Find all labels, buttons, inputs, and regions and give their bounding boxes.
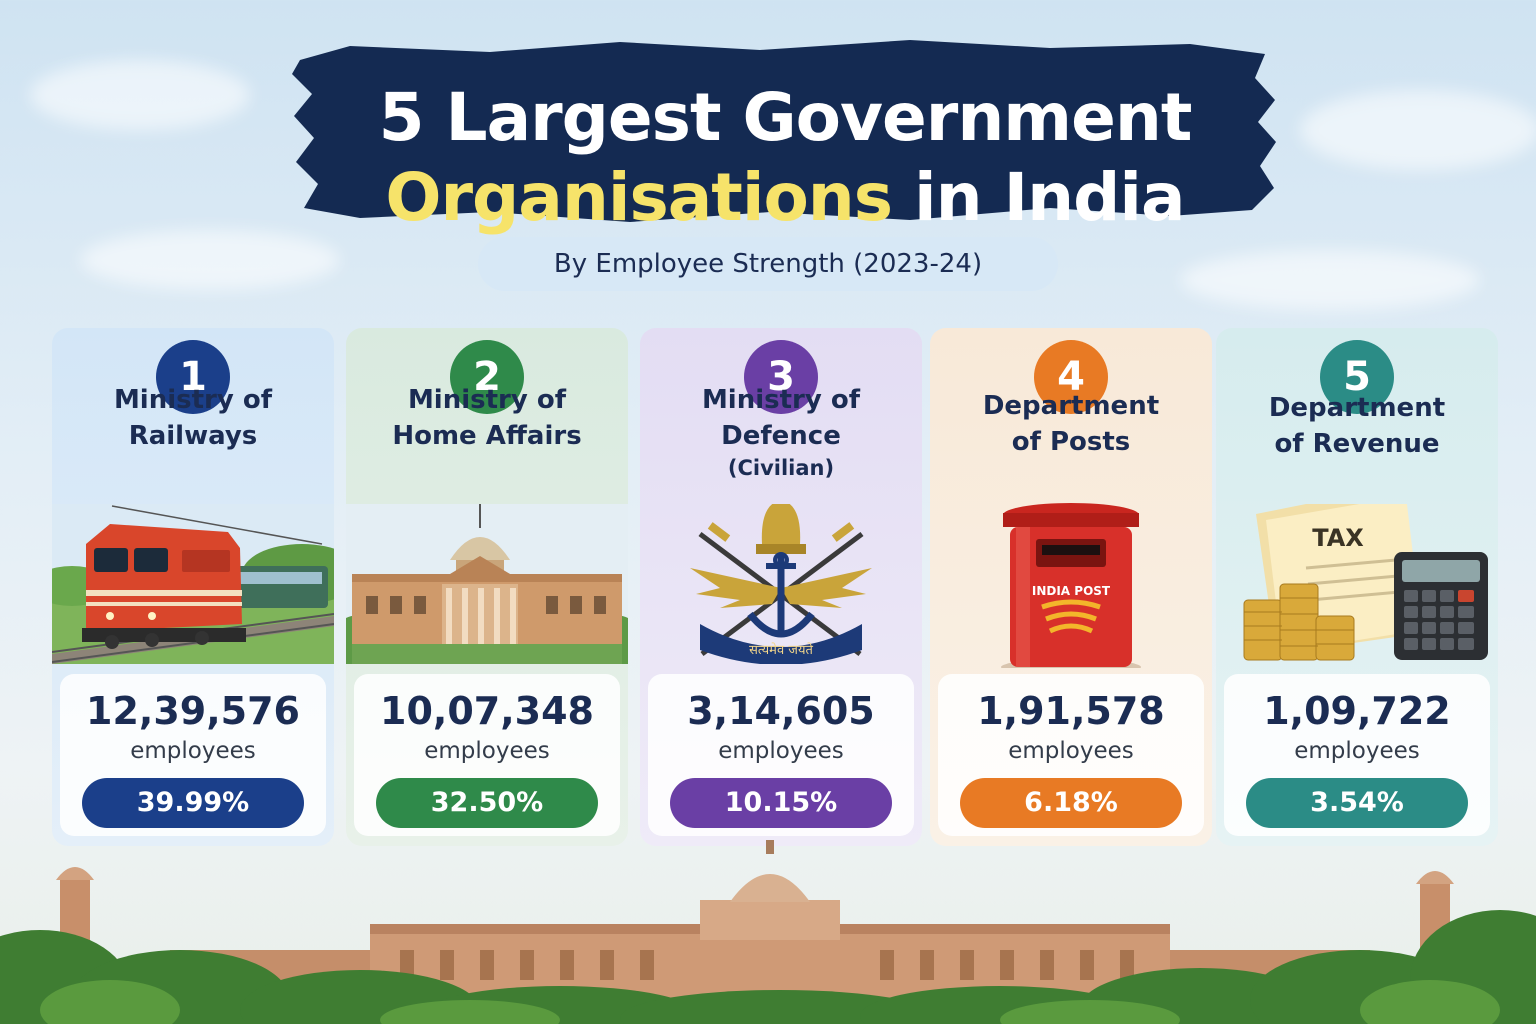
card-title: Ministry of Railways: [62, 382, 324, 454]
card-title-line2: Railways: [128, 421, 258, 451]
title-banner: 5 Largest Government Organisations in In…: [290, 38, 1280, 236]
cloud: [1300, 90, 1536, 170]
card-ministry-of-defence: 3 Ministry of Defence (Civilian) सत्यमेव…: [640, 328, 922, 846]
card-title-line1: Ministry of: [701, 385, 861, 415]
employee-count: 3,14,605: [687, 689, 875, 733]
rank-badge: 3: [744, 340, 818, 414]
percent-badge: 10.15%: [670, 778, 892, 828]
train-icon: [52, 504, 334, 664]
card-title: Department of Posts: [940, 388, 1202, 460]
card-title-line1: Department: [1268, 393, 1446, 423]
card-department-of-posts: 4 Department of Posts INDIA POST 1,91,57…: [930, 328, 1212, 846]
tax-label: TAX: [1312, 524, 1364, 552]
employee-unit: employees: [1008, 738, 1134, 764]
card-title: Ministry of Defence (Civilian): [650, 382, 912, 482]
card-title-line1: Ministry of: [113, 385, 273, 415]
cloud: [1180, 250, 1480, 310]
government-building-icon: [346, 504, 628, 664]
rank-badge: 4: [1034, 340, 1108, 414]
stat-panel: 12,39,576 employees 39.99%: [60, 674, 326, 836]
employee-count: 12,39,576: [86, 689, 300, 733]
stat-panel: 1,09,722 employees 3.54%: [1224, 674, 1490, 836]
percent-badge: 32.50%: [376, 778, 598, 828]
stat-panel: 1,91,578 employees 6.18%: [938, 674, 1204, 836]
card-title: Department of Revenue: [1226, 390, 1488, 462]
employee-unit: employees: [424, 738, 550, 764]
parliament-skyline: [0, 840, 1536, 1024]
card-ministry-of-home-affairs: 2 Ministry of Home Affairs 10,07,348 emp…: [346, 328, 628, 846]
employee-count: 1,09,722: [1263, 689, 1451, 733]
post-box-label: INDIA POST: [1032, 584, 1111, 598]
page-subtitle: By Employee Strength (2023-24): [478, 237, 1058, 291]
stat-panel: 10,07,348 employees 32.50%: [354, 674, 620, 836]
card-department-of-revenue: 5 Department of Revenue TAX 1,09,7: [1216, 328, 1498, 846]
card-ministry-of-railways: 1 Ministry of Railways 12,39,576 employe…: [52, 328, 334, 846]
employee-unit: employees: [130, 738, 256, 764]
page-title-line2: Organisations in India: [290, 160, 1280, 236]
employee-unit: employees: [718, 738, 844, 764]
card-title-line1: Department: [982, 391, 1160, 421]
cloud: [30, 60, 250, 130]
card-title-line2: of Posts: [1011, 427, 1131, 457]
card-title-line2: Home Affairs: [392, 421, 582, 451]
rank-badge: 5: [1320, 340, 1394, 414]
percent-badge: 3.54%: [1246, 778, 1468, 828]
stat-panel: 3,14,605 employees 10.15%: [648, 674, 914, 836]
card-title-sub: (Civilian): [727, 456, 835, 480]
brush-stroke-background: [292, 40, 1276, 222]
employee-count: 10,07,348: [380, 689, 594, 733]
cloud: [80, 230, 340, 290]
defence-emblem-icon: सत्यमेव जयते: [690, 504, 872, 664]
page-title-line1: 5 Largest Government: [378, 79, 1193, 156]
title-line2-rest: in India: [892, 159, 1186, 236]
motto-text: सत्यमेव जयते: [749, 642, 813, 658]
tax-calculator-icon: TAX: [1243, 504, 1488, 661]
card-title-line1: Ministry of: [407, 385, 567, 415]
rank-badge: 2: [450, 340, 524, 414]
percent-badge: 6.18%: [960, 778, 1182, 828]
title-highlight: Organisations: [385, 159, 893, 236]
card-title-line2: of Revenue: [1274, 429, 1440, 459]
employee-count: 1,91,578: [977, 689, 1165, 733]
card-title: Ministry of Home Affairs: [356, 382, 618, 454]
rank-badge: 1: [156, 340, 230, 414]
card-title-line2: Defence: [721, 421, 841, 451]
percent-badge: 39.99%: [82, 778, 304, 828]
post-box-icon: INDIA POST: [1001, 503, 1141, 668]
employee-unit: employees: [1294, 738, 1420, 764]
